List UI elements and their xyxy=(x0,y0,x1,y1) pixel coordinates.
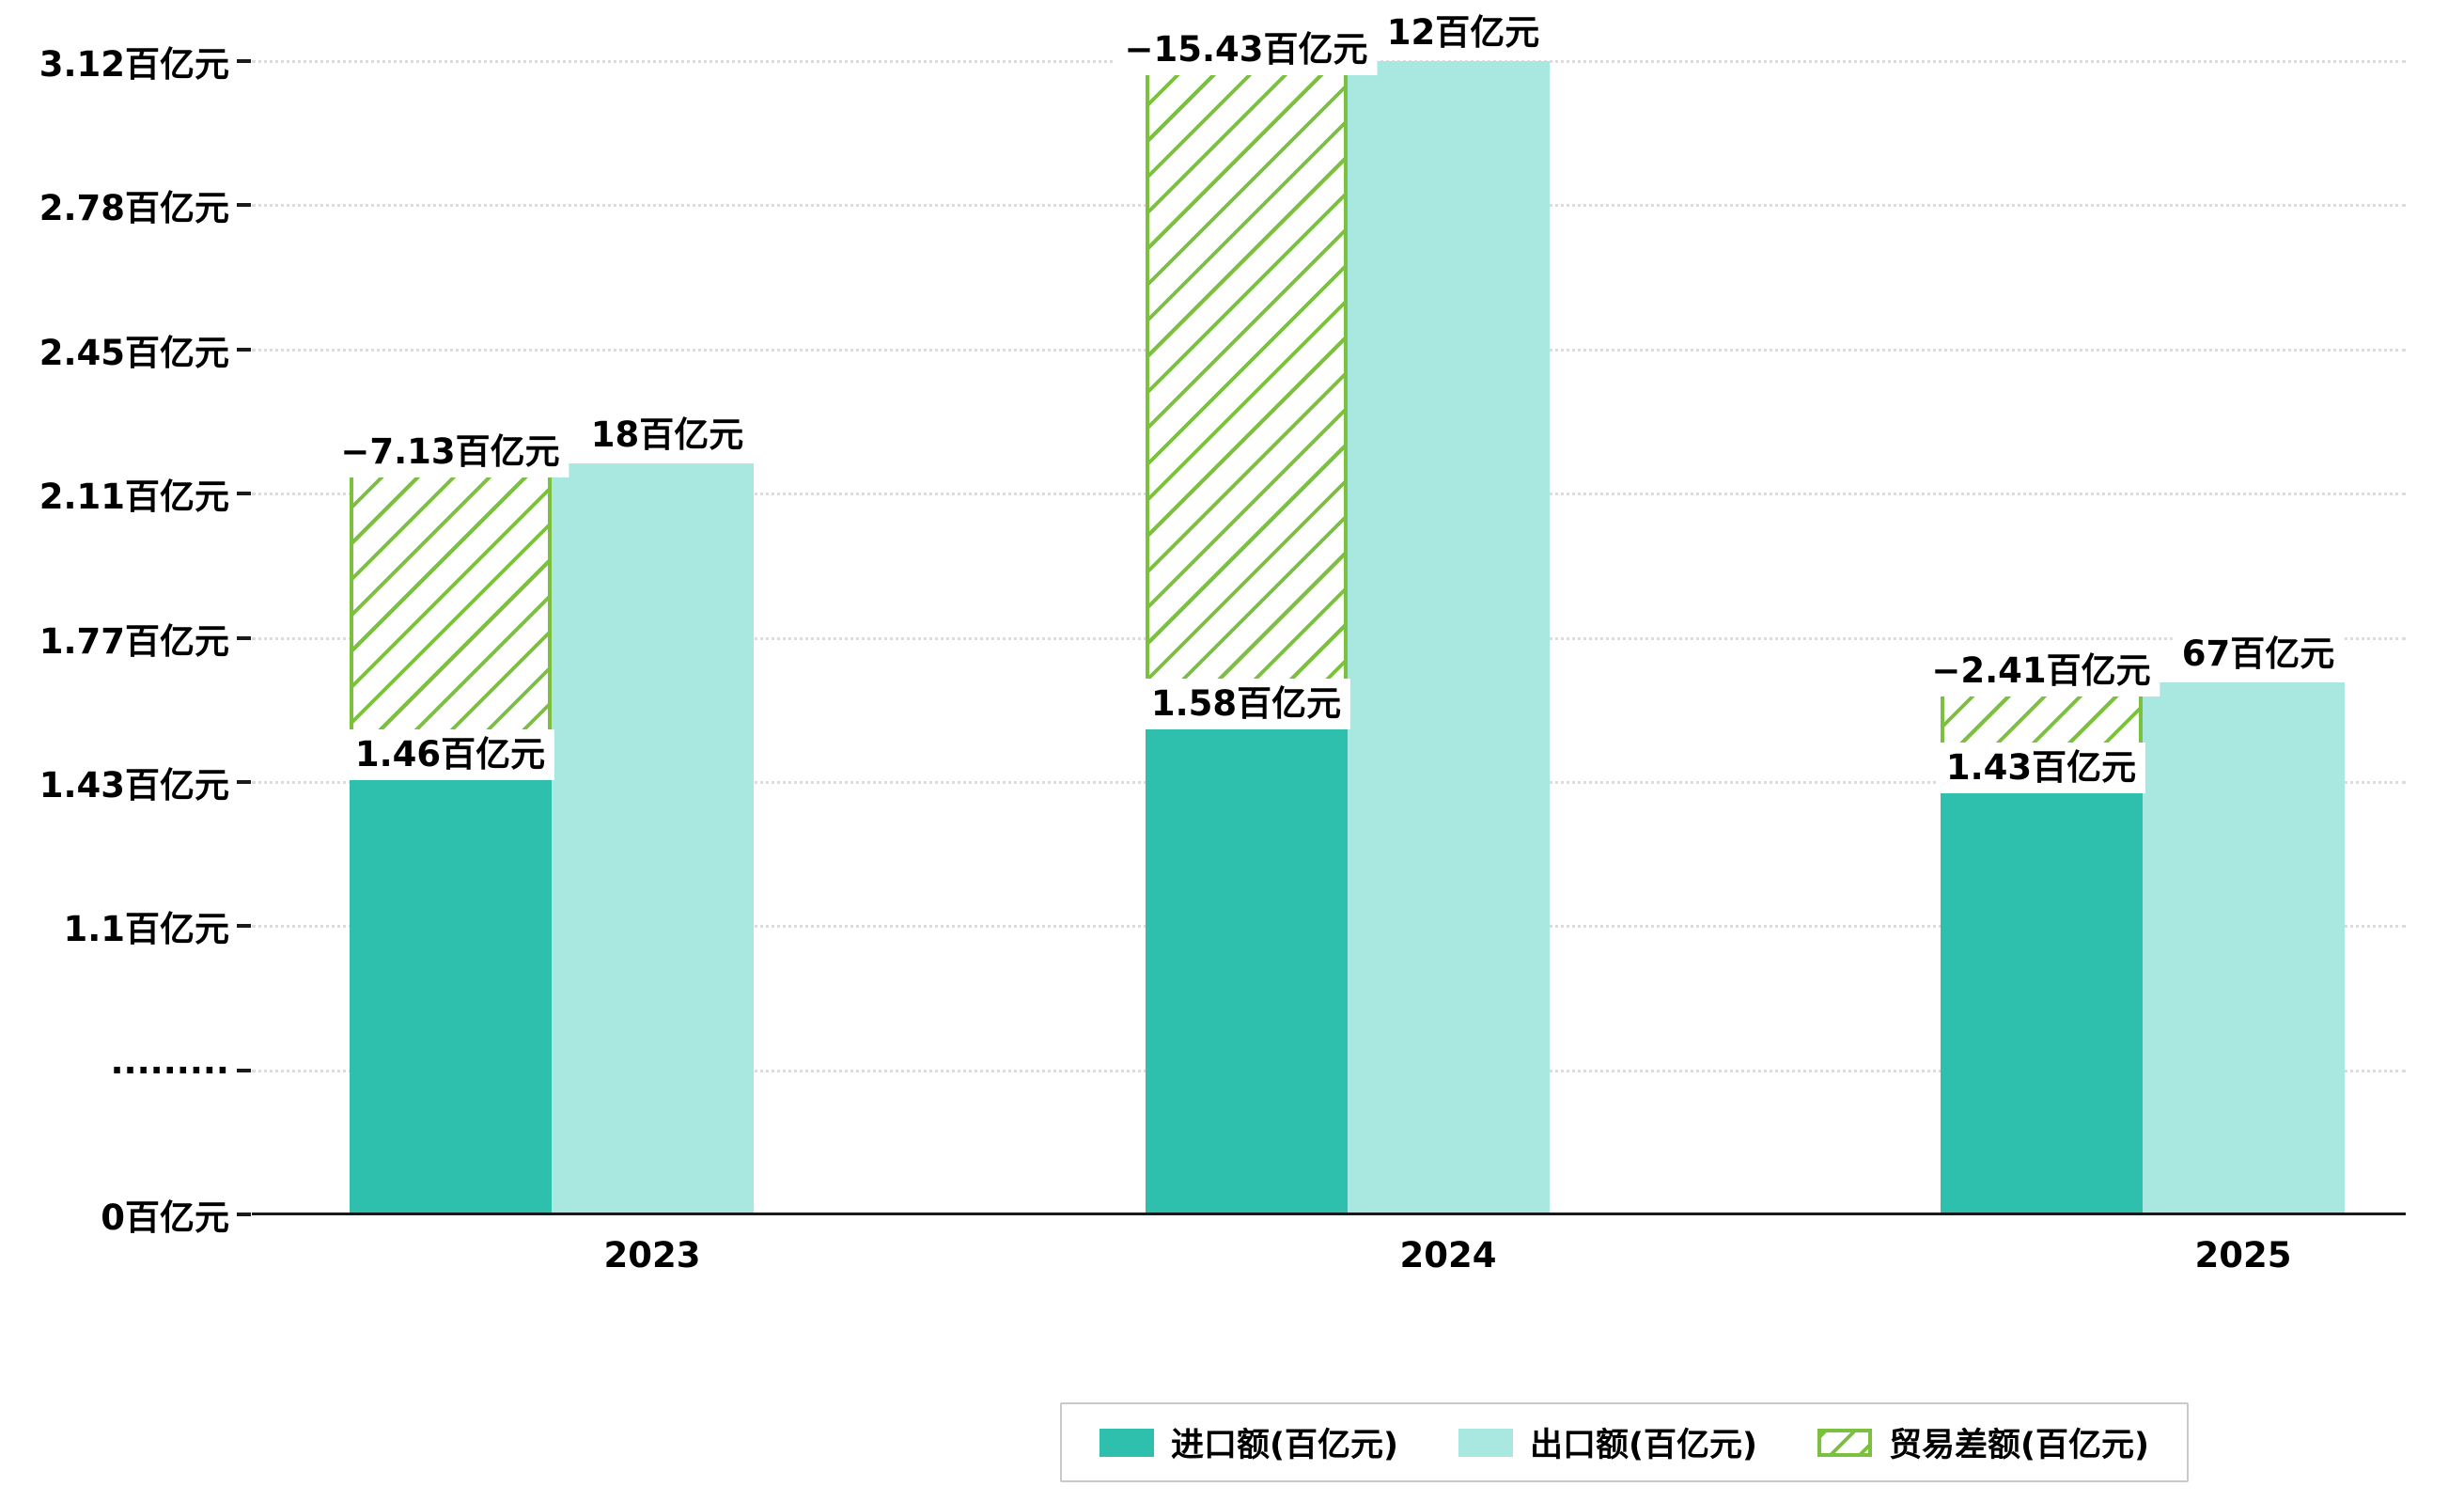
legend-label: 出口额(百亿元) xyxy=(1530,1427,1757,1464)
bar-import-2025 xyxy=(1940,784,2143,1214)
x-axis-line xyxy=(252,1213,2406,1215)
y-tick-label: 1.1百亿元 xyxy=(63,909,229,950)
x-tick-label-2025: 2025 xyxy=(2194,1235,2292,1275)
legend-label: 进口额(百亿元) xyxy=(1171,1427,1398,1464)
y-tick-label: 2.11百亿元 xyxy=(39,477,229,518)
bar-import-2023 xyxy=(349,772,552,1214)
label-trade-balance-2024: −15.43百亿元 xyxy=(1115,24,1378,76)
y-tick-label: ········· xyxy=(110,1050,229,1091)
y-tick-label: 1.77百亿元 xyxy=(39,620,229,662)
y-tick-label: 1.43百亿元 xyxy=(39,764,229,806)
label-export-2025: 67百亿元 xyxy=(2172,628,2345,680)
y-tick-label: 3.12百亿元 xyxy=(39,44,229,85)
y-tick xyxy=(237,635,251,640)
legend-item: 贸易差额(百亿元) xyxy=(1817,1418,2149,1466)
legend-item: 出口额(百亿元) xyxy=(1458,1418,1757,1466)
x-tick-label-2024: 2024 xyxy=(1399,1235,1497,1275)
y-tick xyxy=(237,1068,251,1072)
label-trade-balance-2023: −7.13百亿元 xyxy=(331,427,569,478)
label-import-2024: 1.58百亿元 xyxy=(1141,678,1351,729)
y-tick-label: 0百亿元 xyxy=(101,1197,229,1238)
bar-export-2023 xyxy=(551,463,754,1214)
bar-trade-balance-2024 xyxy=(1145,61,1348,721)
legend: 进口额(百亿元) 出口额(百亿元) 贸易差额(百亿元) xyxy=(1060,1402,2189,1482)
label-export-2024: 12百亿元 xyxy=(1377,8,1550,59)
y-tick xyxy=(237,924,251,929)
label-trade-balance-2025: −2.41百亿元 xyxy=(1922,645,2160,696)
bar-export-2025 xyxy=(2142,681,2345,1214)
y-tick xyxy=(237,347,251,352)
y-tick-label: 2.78百亿元 xyxy=(39,188,229,229)
import-swatch xyxy=(1099,1428,1154,1457)
bar-import-2024 xyxy=(1145,720,1348,1214)
label-import-2025: 1.43百亿元 xyxy=(1936,742,2146,794)
label-import-2023: 1.46百亿元 xyxy=(345,729,555,781)
bar-export-2024 xyxy=(1347,61,1550,1214)
label-export-2023: 18百亿元 xyxy=(581,410,754,462)
x-tick-label-2023: 2023 xyxy=(603,1235,701,1275)
y-tick xyxy=(237,492,251,496)
trade-balance-swatch xyxy=(1817,1428,1872,1457)
y-tick xyxy=(237,59,251,63)
legend-item: 进口额(百亿元) xyxy=(1099,1418,1398,1466)
y-tick-label: 2.45百亿元 xyxy=(39,332,229,373)
y-tick xyxy=(237,1213,251,1216)
y-tick xyxy=(237,779,251,784)
bar-trade-balance-2023 xyxy=(349,463,552,773)
export-swatch xyxy=(1458,1428,1513,1457)
legend-label: 贸易差额(百亿元) xyxy=(1889,1427,2149,1464)
y-tick xyxy=(237,203,251,208)
